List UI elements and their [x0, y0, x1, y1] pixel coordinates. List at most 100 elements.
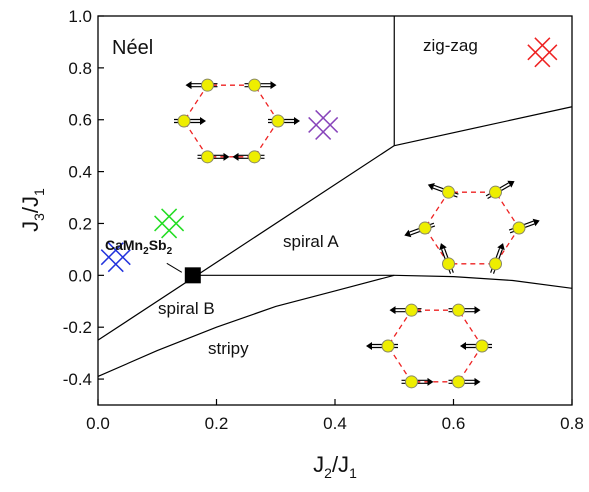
- compound-label-part: 2: [167, 246, 173, 257]
- marker-stroke: [100, 249, 124, 273]
- inset-arrowhead: [294, 117, 300, 125]
- x-tick-label: 0.4: [323, 414, 347, 433]
- inset-spin: [442, 185, 455, 199]
- marker-stroke: [527, 37, 551, 61]
- inset-arrowhead: [460, 342, 466, 350]
- phase-boundary: [97, 274, 395, 378]
- inset-arrowhead: [270, 81, 277, 90]
- marker-stroke: [100, 242, 124, 266]
- y-axis-label-part: 3: [31, 213, 47, 221]
- inset-spin: [381, 339, 395, 353]
- compound-marker: [184, 267, 201, 284]
- inset-arrowhead: [200, 117, 206, 125]
- plot-frame: [97, 15, 573, 406]
- phase-boundary: [192, 274, 573, 289]
- x-tick-label: 0.6: [442, 414, 466, 433]
- marker-stroke: [534, 44, 558, 68]
- marker-stroke: [527, 44, 551, 68]
- phase-boundary: [394, 106, 573, 147]
- x-axis-label-part: 2: [324, 465, 332, 481]
- x-tick-label: 0.8: [560, 414, 584, 433]
- marker: [308, 109, 339, 140]
- y-tick-label: 0.0: [68, 266, 92, 285]
- inset-arrowhead: [223, 152, 230, 161]
- x-axis-label-part: J: [313, 452, 324, 477]
- inset-hexagon: [183, 84, 279, 158]
- marker-stroke: [315, 116, 339, 140]
- inset-arrowhead: [439, 243, 447, 251]
- marker-stroke: [534, 37, 558, 61]
- inset-spin: [201, 78, 214, 92]
- y-tick-label: 0.4: [68, 163, 92, 182]
- y-tick-label: -0.4: [63, 370, 92, 389]
- marker: [527, 37, 558, 68]
- inset-arrowhead: [474, 306, 481, 315]
- marker-stroke: [308, 109, 332, 133]
- inset-spin: [442, 257, 455, 271]
- inset-spin: [418, 221, 432, 235]
- inset-spin: [452, 375, 465, 389]
- inset-spin: [452, 303, 465, 317]
- marker-stroke: [107, 242, 131, 266]
- inset-spin: [248, 150, 261, 164]
- y-tick-label: 0.2: [68, 214, 92, 233]
- phase-label: stripy: [208, 339, 249, 358]
- compound-label-part: 2: [143, 246, 149, 257]
- y-axis-label-part: /J: [18, 196, 43, 213]
- inset-arrowhead: [474, 377, 481, 386]
- inset-spin: [475, 339, 489, 353]
- phase-label: spiral A: [283, 232, 339, 251]
- y-tick-label: -0.2: [63, 318, 92, 337]
- x-axis-label-part: /J: [332, 452, 349, 477]
- inset-arrowhead: [532, 218, 540, 227]
- inset-arrowhead: [185, 81, 192, 90]
- phase-label: spiral B: [158, 299, 215, 318]
- compound-label: CaMn2Sb2: [105, 237, 173, 257]
- compound-arrow: [166, 262, 183, 273]
- inset-spin: [248, 78, 261, 92]
- inset-spin: [512, 221, 526, 235]
- y-tick-label: 0.8: [68, 59, 92, 78]
- inset-arrowhead: [389, 306, 396, 315]
- inset-spin: [201, 150, 214, 164]
- inset-spin: [271, 114, 285, 128]
- inset-arrowhead: [404, 229, 412, 238]
- x-tick-label: 0.0: [86, 414, 110, 433]
- inset-arrowhead: [366, 342, 372, 350]
- inset-spin: [489, 257, 502, 271]
- inset-spin: [405, 303, 418, 317]
- marker-stroke: [315, 109, 339, 133]
- phase-label: zig-zag: [423, 36, 478, 55]
- inset-arrowhead: [427, 377, 434, 386]
- x-axis-label: J2/J1: [313, 452, 357, 481]
- inset-arrowhead: [427, 182, 435, 191]
- marker-stroke: [308, 116, 332, 140]
- inset-arrowhead: [232, 152, 239, 161]
- marker-stroke: [161, 208, 185, 232]
- marker-stroke: [107, 249, 131, 273]
- inset-spin: [405, 375, 418, 389]
- inset-arrowhead: [497, 243, 505, 251]
- y-axis-label-part: 1: [31, 188, 47, 196]
- x-axis-label-part: 1: [349, 465, 357, 481]
- phase-label: Néel: [112, 37, 153, 59]
- inset-arrowhead: [507, 180, 515, 188]
- marker: [154, 208, 185, 239]
- y-axis-label: J3/J1: [18, 188, 47, 232]
- inset-hexagon: [387, 309, 483, 383]
- marker-stroke: [154, 208, 178, 232]
- y-axis-label-part: J: [18, 221, 43, 232]
- x-tick-label: 0.2: [205, 414, 229, 433]
- inset-hexagon: [424, 191, 520, 265]
- inset-spin: [177, 114, 191, 128]
- marker-stroke: [161, 215, 185, 239]
- inset-spin: [489, 185, 502, 199]
- marker: [100, 242, 131, 273]
- y-tick-label: 1.0: [68, 7, 92, 26]
- compound-label-part: CaMn: [105, 237, 143, 253]
- compound-label-part: Sb: [149, 237, 167, 253]
- marker-stroke: [154, 215, 178, 239]
- phase-boundary: [97, 145, 395, 341]
- y-tick-label: 0.6: [68, 111, 92, 130]
